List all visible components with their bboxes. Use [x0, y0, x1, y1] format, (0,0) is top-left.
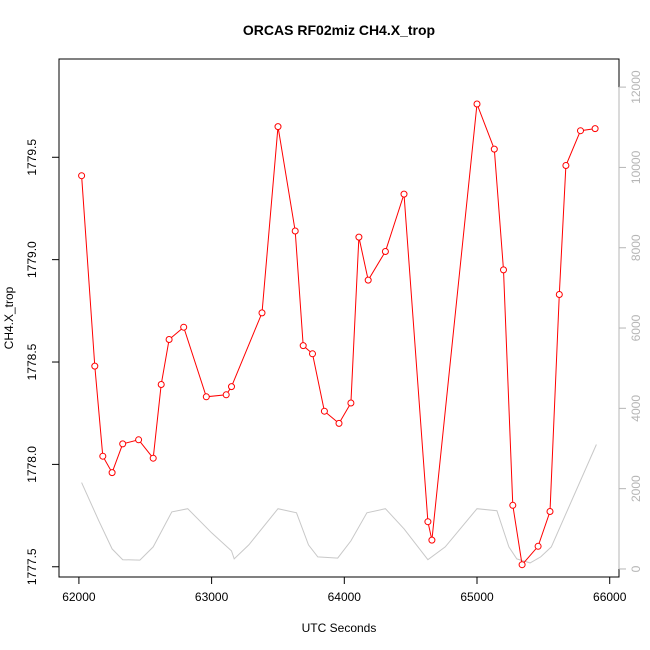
data-point	[562, 162, 570, 169]
right-y-tick-label: 8000	[629, 234, 643, 261]
right-y-axis: 0 2000 4000 6000 8000 10000 12000	[618, 70, 643, 572]
data-point	[381, 248, 389, 255]
data-point	[299, 342, 307, 350]
y-tick-label: 1779.0	[25, 241, 39, 278]
data-point	[119, 440, 127, 448]
data-point	[274, 123, 282, 131]
y-tick-label: 1779.5	[25, 139, 39, 176]
data-point	[157, 381, 165, 388]
data-point	[473, 100, 481, 108]
x-tick-label: 62000	[62, 590, 96, 604]
right-y-tick-label: 12000	[629, 70, 643, 104]
data-point	[577, 127, 584, 135]
data-point	[258, 309, 266, 317]
y-tick-label: 1777.5	[25, 548, 39, 585]
grey-series-line	[81, 444, 597, 564]
data-point	[91, 362, 99, 370]
right-y-tick-label: 4000	[629, 395, 643, 422]
data-point	[347, 399, 355, 407]
data-point	[202, 393, 210, 401]
data-point	[108, 469, 116, 477]
x-axis-label: UTC Seconds	[302, 621, 377, 635]
data-point	[309, 350, 316, 358]
x-tick-label: 66000	[593, 590, 627, 604]
right-y-tick-label: 6000	[629, 314, 643, 341]
plot-frame	[58, 58, 620, 578]
data-point	[518, 561, 526, 569]
data-point	[165, 336, 173, 343]
data-point	[591, 125, 599, 133]
y-tick-label: 1778.0	[25, 446, 39, 483]
red-series-line	[81, 103, 596, 566]
data-point	[291, 227, 299, 235]
data-point	[78, 172, 86, 180]
data-point	[355, 233, 363, 241]
data-point	[400, 190, 408, 198]
data-point	[555, 291, 563, 298]
data-point	[228, 383, 235, 391]
data-point	[424, 518, 432, 526]
data-point	[534, 542, 542, 550]
data-point	[180, 323, 188, 331]
right-y-tick-label: 10000	[629, 150, 643, 184]
right-y-tick-label: 2000	[629, 475, 643, 502]
y-axis-label: CH4.X_trop	[2, 286, 16, 349]
data-point	[500, 266, 507, 274]
data-point	[149, 454, 157, 462]
data-point	[490, 145, 498, 153]
data-point	[335, 419, 343, 427]
x-tick-label: 64000	[328, 590, 362, 604]
data-point	[99, 452, 107, 460]
y-tick-label: 1778.5	[25, 343, 39, 380]
right-y-tick-label: 0	[629, 565, 643, 572]
x-tick-label: 63000	[195, 590, 229, 604]
x-tick-label: 65000	[460, 590, 494, 604]
data-point	[135, 436, 143, 444]
data-point	[222, 391, 230, 399]
chart-title: ORCAS RF02miz CH4.X_trop	[243, 22, 435, 38]
data-point	[428, 536, 436, 544]
x-axis: 62000 63000 64000 65000 66000	[62, 576, 627, 604]
data-point	[509, 501, 517, 509]
series-layer	[78, 100, 599, 569]
data-point	[546, 508, 554, 515]
data-point	[320, 407, 328, 415]
y-axis: 1777.5 1778.0 1778.5 1779.0 1779.5	[25, 139, 60, 585]
data-point	[364, 276, 372, 284]
